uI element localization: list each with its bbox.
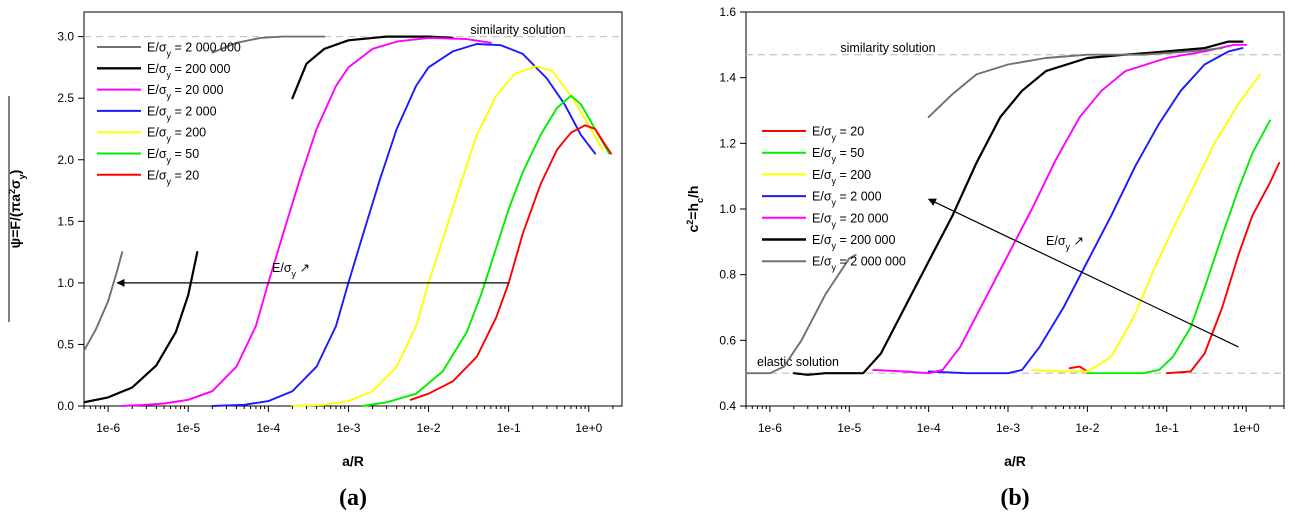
legend-entry: E/σy = 50 (147, 147, 199, 165)
annotation-a: E/σy ↗ (116, 261, 509, 287)
x-tick-label: 1e-5 (837, 421, 861, 435)
legend-entry: E/σy = 20 000 (812, 211, 889, 229)
x-ticks-a: 1e-6 1e-5 1e-4 1e-3 1e-2 1e-1 1e+0 (83, 406, 614, 435)
series-line (211, 43, 597, 407)
chart-panel-b: similarity solution elastic solution 1e-6… (685, 5, 1285, 511)
y-ticks-b: 0.4 0.6 0.8 1.0 1.2 1.4 1.6 (719, 5, 746, 413)
x-tick-label: 1e+0 (1233, 421, 1260, 435)
reference-lines-a: similarity solution (84, 23, 622, 38)
series-line (291, 65, 604, 407)
y-tick-label: 0.6 (719, 333, 736, 347)
plot-frame-b (745, 11, 1285, 407)
annotation-arrow (927, 198, 1239, 348)
legend-entry: E/σy = 2 000 000 (812, 255, 906, 273)
y-tick-label: 0.5 (57, 337, 74, 351)
y-tick-label: 2.5 (57, 91, 74, 105)
panel-label-b: (b) (1000, 485, 1029, 511)
legend-entry: E/σy = 20 (812, 125, 864, 143)
series-line (1030, 73, 1262, 373)
x-tick-label: 1e-4 (917, 421, 941, 435)
legend-entry: E/σy = 200 (812, 168, 871, 186)
y-tick-label: 1.6 (719, 5, 736, 19)
series-line (84, 251, 199, 404)
series-line (792, 40, 1244, 376)
y-tick-label: 2.0 (57, 153, 74, 167)
series-line (121, 36, 492, 407)
x-tick-label: 1e-3 (996, 421, 1020, 435)
series-line (1086, 119, 1271, 375)
legend-entry: E/σy = 2 000 000 (147, 41, 241, 59)
series-line (211, 35, 326, 54)
legend-entry: E/σy = 20 000 (147, 83, 224, 101)
legend-a: E/σy = 2 000 000 E/σy = 200 000 E/σy = 20 … (97, 41, 241, 186)
reference-line-label: similarity solution (840, 41, 935, 55)
y-ticks-a: 0.0 0.5 1.0 1.5 2.0 2.5 3.0 (57, 30, 84, 413)
curves-b (746, 40, 1281, 376)
annotation-label: E/σy ↗ (1046, 234, 1084, 252)
series-line (84, 251, 124, 352)
x-ticks-b: 1e-6 1e-5 1e-4 1e-3 1e-2 1e-1 1e+0 (745, 406, 1285, 435)
series-line (746, 254, 857, 375)
panel-label-a: (a) (339, 485, 367, 511)
y-tick-label: 1.0 (719, 202, 736, 216)
legend-entry: E/σy = 2 000 (147, 104, 217, 122)
legend-entry: E/σy = 50 (812, 146, 864, 164)
x-tick-label: 1e+0 (575, 421, 602, 435)
x-tick-label: 1e-4 (256, 421, 280, 435)
legend-entry: E/σy = 2 000 (812, 190, 882, 208)
series-line (927, 47, 1224, 119)
y-tick-label: 0.8 (719, 268, 736, 282)
x-tick-label: 1e-2 (1075, 421, 1099, 435)
curves-a (84, 35, 613, 407)
y-tick-label: 1.5 (57, 214, 74, 228)
x-tick-label: 1e-3 (336, 421, 360, 435)
y-tick-label: 1.4 (719, 71, 736, 85)
x-tick-label: 1e-2 (417, 421, 441, 435)
y-tick-label: 1.0 (57, 276, 74, 290)
y-tick-label: 1.2 (719, 136, 736, 150)
x-axis-label-b: a/R (1004, 453, 1026, 469)
y-axis-label-a: ψ=F/(πa2σy) (7, 170, 27, 249)
legend-entry: E/σy = 200 000 (147, 62, 231, 80)
series-line (872, 43, 1248, 375)
plot-frame-a (83, 11, 623, 407)
legend-b: E/σy = 20 E/σy = 50 E/σy = 200 E/σy = 2 000… (762, 125, 906, 273)
series-line (1068, 365, 1089, 373)
x-tick-label: 1e-1 (497, 421, 521, 435)
x-axis-label-a: a/R (342, 453, 364, 469)
series-line (927, 47, 1244, 375)
series-line (291, 35, 454, 100)
reference-line-label: elastic solution (757, 355, 839, 369)
x-tick-label: 1e-1 (1155, 421, 1179, 435)
legend-entry: E/σy = 200 (147, 126, 206, 144)
chart-panel-a: similarity solution 1e-6 1e-5 1e-4 1e-3 1e-2… (7, 11, 623, 511)
series-line (361, 94, 611, 407)
annotation-label: E/σy ↗ (272, 261, 310, 279)
y-tick-label: 0.0 (57, 399, 74, 413)
x-tick-label: 1e-6 (758, 421, 782, 435)
x-tick-label: 1e-5 (176, 421, 200, 435)
reference-line-label: similarity solution (470, 23, 565, 37)
legend-entry: E/σy = 200 000 (812, 233, 896, 251)
x-tick-label: 1e-6 (96, 421, 120, 435)
series-line (1165, 162, 1281, 375)
series-line (409, 124, 613, 401)
legend-entry: E/σy = 20 (147, 168, 199, 186)
y-axis-label-b: c2=hc/h (685, 185, 705, 232)
y-tick-label: 0.4 (719, 399, 736, 413)
y-tick-label: 3.0 (57, 30, 74, 44)
reference-lines-b: similarity solution elastic solution (746, 41, 1284, 374)
annotation-b: E/σy ↗ (927, 198, 1239, 348)
